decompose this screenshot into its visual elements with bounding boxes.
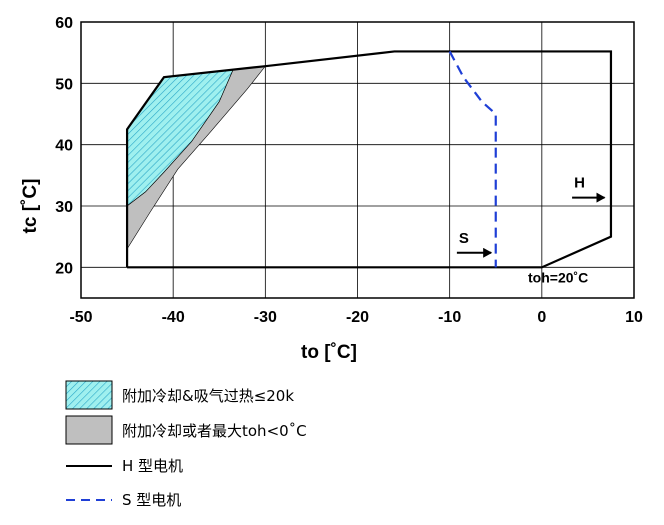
y-tick-label: 40: [55, 138, 73, 155]
series-line-h-motor: [125, 50, 613, 269]
x-tick-label: 0: [537, 309, 546, 326]
x-axis-label: to [˚C]: [301, 342, 357, 363]
y-tick-label: 50: [55, 76, 73, 93]
x-tick-label: 10: [625, 309, 643, 326]
y-tick-label: 30: [55, 199, 73, 216]
tick-labels: -50 -40 -30 -20 -10 0 10 20 30 40 50 60: [55, 15, 643, 326]
y-tick-label: 20: [55, 260, 73, 277]
legend-label-gray: 附加冷却或者最大toh<0˚C: [122, 422, 307, 440]
annotation-label: H: [574, 175, 585, 192]
x-tick-label: -30: [254, 309, 277, 326]
annotation-label: S: [459, 230, 469, 247]
legend-hatch-swatch: [65, 380, 113, 410]
legend-label-h-motor: H 型电机: [122, 457, 183, 475]
area-regions: [126, 65, 267, 250]
y-tick-label: 60: [55, 15, 73, 32]
x-tick-label: -20: [346, 309, 369, 326]
legend-gray-swatch: [65, 415, 113, 445]
annotation-label: toh=20˚C: [528, 270, 588, 286]
x-tick-label: -10: [438, 309, 461, 326]
legend-label-s-motor: S 型电机: [122, 491, 181, 509]
series-lines: [125, 50, 613, 269]
y-axis-label: tc [˚C]: [20, 179, 41, 234]
plot-frame: [80, 21, 635, 299]
area-hatch: [126, 69, 234, 207]
x-tick-label: -40: [162, 309, 185, 326]
x-tick-label: -50: [69, 309, 92, 326]
series-line-s-motor: [448, 50, 497, 268]
legend: 附加冷却&吸气过热≤20k 附加冷却或者最大toh<0˚C H 型电机 S 型电…: [65, 380, 307, 509]
legend-label-hatch: 附加冷却&吸气过热≤20k: [122, 387, 294, 405]
